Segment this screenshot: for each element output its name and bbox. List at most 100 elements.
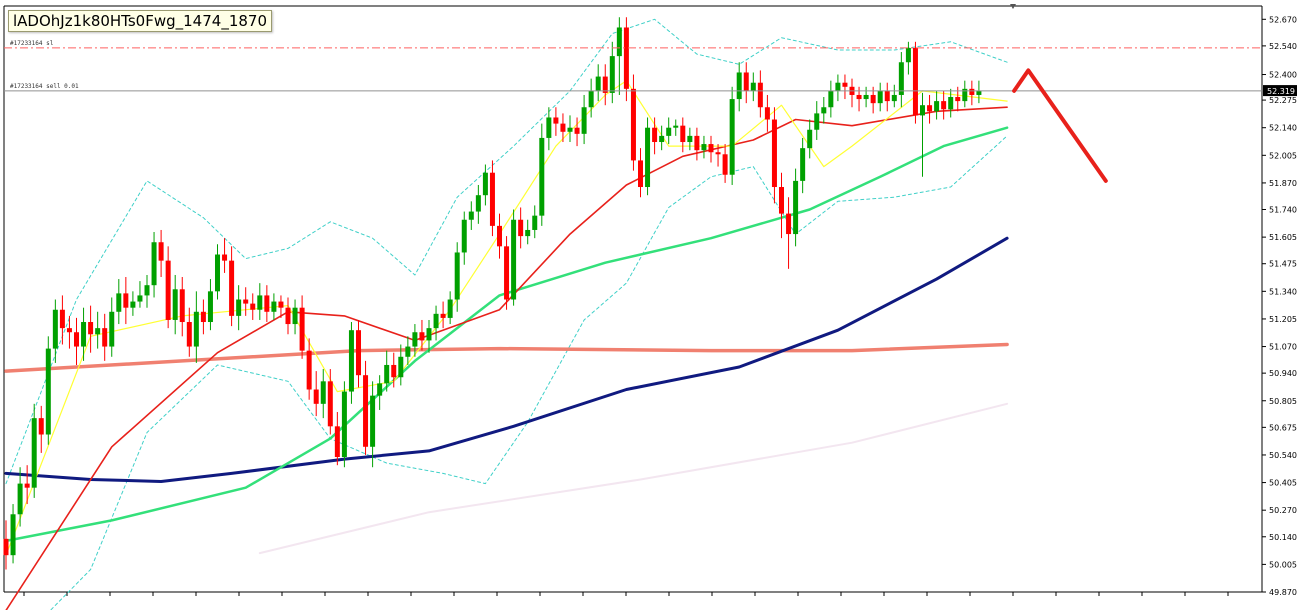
candle-body [52,309,58,349]
candle-body [715,152,721,155]
candle-body [468,211,474,220]
candle-body [567,127,573,132]
candle-body [24,483,30,488]
candle-body [912,47,918,116]
candle-body [814,113,820,130]
candle-body [482,172,488,196]
candle-body [504,246,510,300]
candle-body [771,119,777,188]
candle-body [786,213,792,235]
candle-body [327,381,333,427]
candle-body [17,483,23,515]
candle-body [708,144,714,153]
candle-body [215,254,220,292]
candle-body [200,311,206,323]
candle-body [398,356,404,378]
candle-body [962,88,968,102]
y-tick-label: 50.140 [1269,533,1297,542]
y-tick-label: 52.005 [1269,151,1297,160]
ma-navy-line [4,236,1009,483]
candle-body [800,148,806,181]
candle-body [391,364,397,378]
shift-marker-icon [1010,4,1016,9]
candle-body [757,82,763,108]
candle-body [616,27,622,57]
candle-body [370,395,376,447]
candle-body [88,322,94,335]
candle-body [426,328,432,341]
candle-body [334,426,340,458]
y-tick-label: 51.340 [1269,287,1297,296]
candle-body [81,322,87,347]
candle-body [532,215,538,230]
y-tick-label: 51.070 [1269,343,1297,352]
candle-body [102,328,108,347]
candle-body [377,383,383,396]
candle-body [165,260,171,320]
bollinger-upper-band [5,18,1008,485]
candle-body [10,514,16,556]
candle-body [151,242,157,286]
candle-body [623,27,629,89]
candle-body [701,144,707,151]
y-tick-label: 52.400 [1269,71,1297,80]
candle-body [38,418,44,435]
forecast-layer [1012,68,1108,183]
candle-body [969,88,975,95]
candle-body [250,303,256,310]
y-tick-label: 51.205 [1269,315,1297,324]
candle-body [602,76,608,93]
candle-body [891,94,897,102]
candle-body [320,381,326,404]
candle-body [271,301,277,312]
candle-body [934,101,940,112]
candle-body [313,389,319,404]
candle-body [659,135,665,143]
order-sell-label: #17233164 sell 0.01 [10,82,79,90]
candle-body [652,127,658,143]
candle-body [842,82,848,87]
bollinger-lower-band [46,135,1008,614]
candle-body [750,82,756,91]
candle-body [59,309,65,329]
candle-body [292,307,298,325]
candle-body [764,107,770,120]
candle-body [172,289,178,320]
candle-body [137,295,143,302]
candle-body [158,242,164,261]
candle-body [546,117,552,138]
candle-body [179,289,185,323]
candle-body [680,125,686,143]
ma-red-line [5,106,1008,612]
candle-body [574,127,580,134]
candle-body [835,82,841,91]
candle-body [920,105,925,116]
image-caption: lADOhJz1k80HTs0Fwg_1474_1870 [8,10,272,32]
candle-body [207,291,213,323]
candle-body [243,299,249,304]
candle-body [821,107,827,114]
y-tick-label: 52.275 [1269,96,1297,105]
y-tick-label: 52.540 [1269,42,1297,51]
candle-body [863,94,869,100]
candle-body [941,101,947,110]
candle-body [645,127,651,188]
candle-body [123,293,129,308]
y-tick-label: 52.140 [1269,124,1297,133]
candle-body [116,293,122,312]
ma-faint-line [258,402,1009,555]
candle-body [264,295,270,312]
candle-body [729,99,735,175]
candle-body [553,117,559,124]
current-price-label: 52.319 [1267,87,1295,96]
candle-body [95,328,101,335]
candle-body [66,328,72,333]
candle-body [144,285,150,296]
candle-body [870,94,876,104]
y-tick-label: 50.005 [1269,560,1297,569]
order-sl-label: #17233164 sl [10,39,54,47]
candle-body [736,72,742,100]
candle-body [461,219,467,253]
candle-body [518,219,524,237]
